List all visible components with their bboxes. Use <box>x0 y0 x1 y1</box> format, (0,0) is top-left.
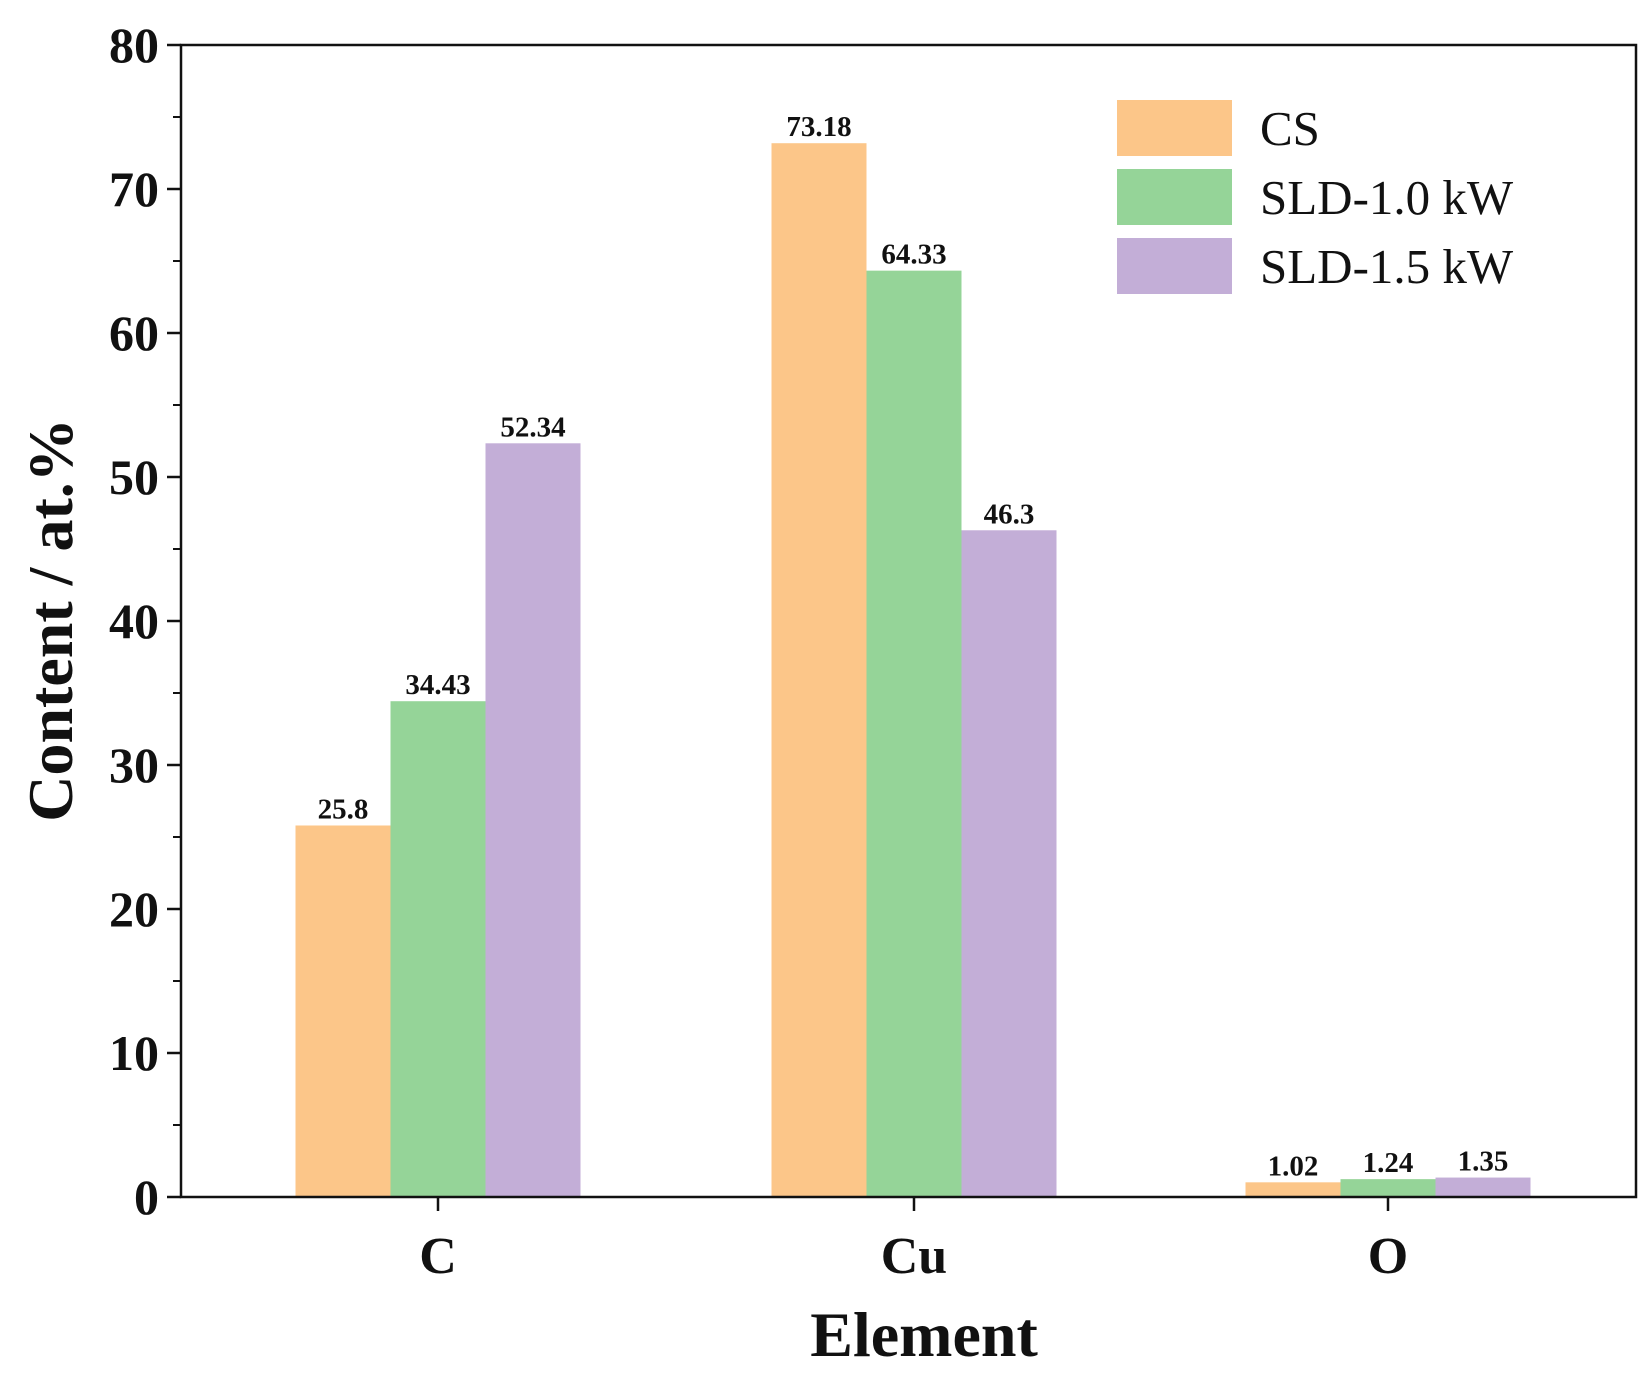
x-tick-label-o: O <box>1368 1228 1408 1285</box>
y-axis-title: Content / at.% <box>15 418 86 822</box>
legend-swatch-series-1 <box>1117 100 1232 156</box>
x-axis-ticks: C Cu O <box>419 1197 1408 1285</box>
y-tick-label: 50 <box>109 449 159 505</box>
y-tick-label: 30 <box>109 737 159 793</box>
data-label-c-series-1: 25.8 <box>318 793 369 825</box>
data-labels-layer: 25.8 73.18 1.02 34.43 64.33 1.24 52.34 46.3 1.35 <box>318 111 1509 1182</box>
data-label-c-series-3: 52.34 <box>500 411 565 443</box>
data-label-c-series-2: 34.43 <box>405 669 470 701</box>
y-tick-label: 40 <box>109 593 159 649</box>
data-label-o-series-1: 1.02 <box>1268 1150 1319 1182</box>
bar-c-series-2 <box>390 701 486 1197</box>
legend-swatch-series-3 <box>1117 238 1232 294</box>
data-label-o-series-2: 1.24 <box>1363 1147 1414 1179</box>
bar-c-series-3 <box>485 443 581 1198</box>
y-tick-label: 20 <box>109 881 159 937</box>
bar-cu-series-3 <box>961 530 1057 1197</box>
x-tick-label-cu: Cu <box>881 1228 947 1285</box>
data-label-cu-series-1: 73.18 <box>786 111 851 143</box>
data-label-cu-series-2: 64.33 <box>881 239 946 271</box>
y-tick-label: 0 <box>134 1169 159 1225</box>
y-tick-label: 60 <box>109 305 159 361</box>
y-tick-label: 80 <box>109 17 159 73</box>
bar-cu-series-2 <box>866 270 962 1197</box>
bar-cu-series-1 <box>771 143 867 1197</box>
bars-layer <box>295 143 1531 1198</box>
y-tick-label: 10 <box>109 1025 159 1081</box>
legend-swatch-series-2 <box>1117 169 1232 225</box>
data-label-o-series-3: 1.35 <box>1458 1146 1509 1178</box>
bar-o-series-3 <box>1435 1177 1531 1197</box>
data-label-cu-series-3: 46.3 <box>984 498 1035 530</box>
legend-label-series-1: CS <box>1260 101 1320 156</box>
bar-c-series-1 <box>295 825 391 1197</box>
y-tick-label: 70 <box>109 161 159 217</box>
bar-o-series-1 <box>1245 1182 1341 1197</box>
legend: CS SLD-1.0 kW SLD-1.5 kW <box>1117 100 1514 294</box>
y-axis-ticks: 0 10 20 30 40 50 60 70 80 <box>109 17 181 1225</box>
legend-label-series-3: SLD-1.5 kW <box>1260 239 1514 294</box>
x-tick-label-c: C <box>419 1228 457 1285</box>
legend-label-series-2: SLD-1.0 kW <box>1260 170 1514 225</box>
x-axis-title: Element <box>810 1299 1038 1370</box>
bar-o-series-2 <box>1340 1179 1436 1197</box>
